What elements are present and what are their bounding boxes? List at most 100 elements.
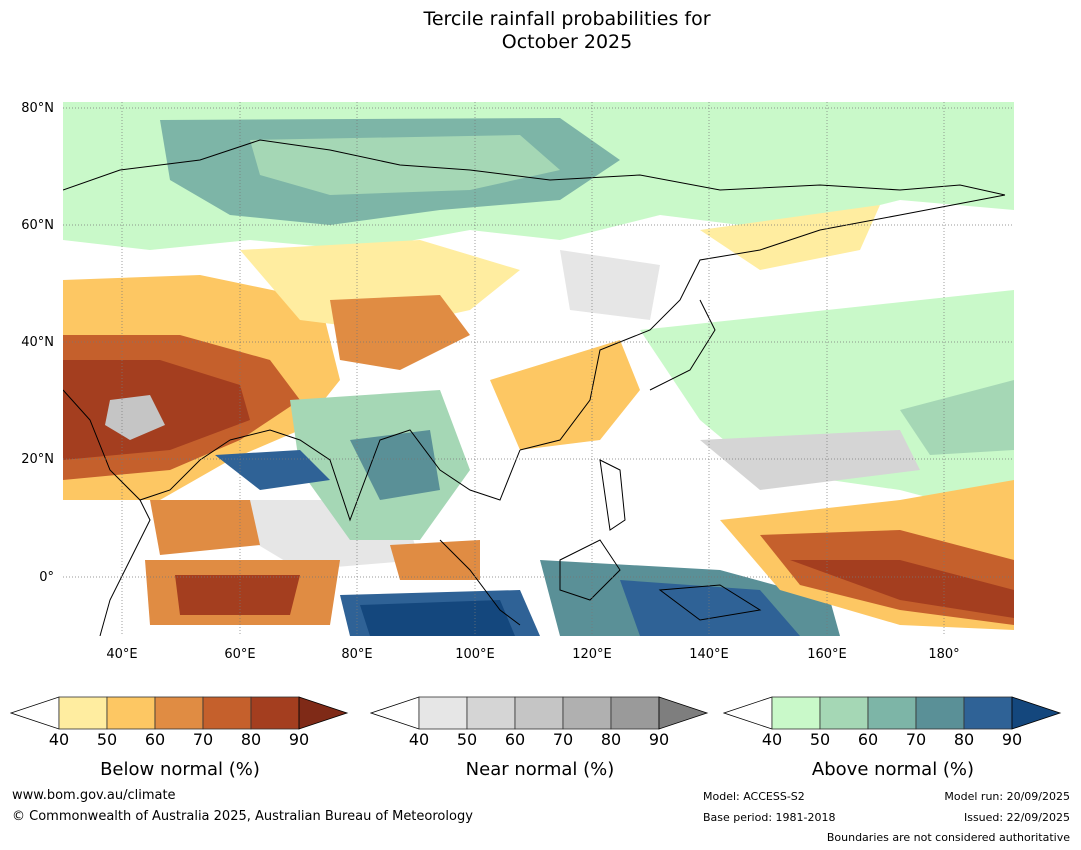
colorbar-near-ticks: 40 50 60 70 80 90 bbox=[370, 730, 710, 750]
title-line-1: Tercile rainfall probabilities for bbox=[423, 8, 711, 30]
colorbar-above-over bbox=[1011, 696, 1062, 730]
region-arabia-near bbox=[105, 395, 165, 440]
lon-label-160: 160°E bbox=[807, 647, 847, 662]
region-east-china-below bbox=[490, 340, 640, 450]
colorbar-below-tick: 80 bbox=[240, 730, 262, 749]
colorbar-below-bin-60 bbox=[154, 696, 204, 730]
region-pacific-near bbox=[700, 430, 920, 490]
region-pacific-below-80 bbox=[790, 560, 1014, 618]
colorbar-near-over bbox=[658, 696, 709, 730]
colorbar-below-tick: 40 bbox=[48, 730, 70, 749]
lon-label-140: 140°E bbox=[689, 647, 729, 662]
colorbar-above-bin-60 bbox=[867, 696, 917, 730]
colorbar-above-label: Above normal (%) bbox=[811, 759, 975, 780]
coastline-philippines bbox=[599, 459, 626, 531]
colorbar-near-bin-60 bbox=[514, 696, 564, 730]
colorbar-near-tick: 60 bbox=[504, 730, 526, 749]
colorbar-near-bin-80 bbox=[610, 696, 660, 730]
coastline-borneo bbox=[559, 539, 621, 601]
title-line-2: October 2025 bbox=[501, 31, 633, 53]
colorbar-below-bin-70 bbox=[202, 696, 252, 730]
region-indian-ocean-below-80 bbox=[175, 575, 300, 615]
colorbar-near-bin-70 bbox=[562, 696, 612, 730]
colorbar-below-tick: 70 bbox=[192, 730, 214, 749]
colorbar-near-tick: 70 bbox=[552, 730, 574, 749]
lon-label-120: 120°E bbox=[572, 647, 612, 662]
region-arabian-sea-above bbox=[215, 450, 330, 490]
region-bay-of-bengal-above bbox=[350, 430, 440, 500]
lat-label-40: 40°N bbox=[21, 335, 54, 350]
chart-title: Tercile rainfall probabilities for Octob… bbox=[0, 8, 1081, 54]
colorbar-above-normal: 40 50 60 70 80 90 Above normal (%) bbox=[723, 696, 1063, 786]
coastline-arctic bbox=[63, 139, 1006, 196]
coastline-africa bbox=[99, 499, 151, 636]
colorbar-below-bin-50 bbox=[106, 696, 156, 730]
colorbar-below-bin-40 bbox=[58, 696, 108, 730]
colorbar-above-tick: 80 bbox=[953, 730, 975, 749]
region-northeast-asia-below bbox=[700, 205, 880, 270]
colorbar-above-tick: 60 bbox=[857, 730, 879, 749]
colorbar-above-bin-80 bbox=[963, 696, 1013, 730]
lon-label-180: 180° bbox=[928, 647, 959, 662]
lon-label-100: 100°E bbox=[455, 647, 495, 662]
colorbar-above-bin-40 bbox=[771, 696, 821, 730]
colorbar-below-over bbox=[298, 696, 349, 730]
footer-model-run: Model run: 20/09/2025 bbox=[944, 790, 1070, 803]
coastline-south-asia bbox=[229, 429, 521, 522]
colorbar-above-bin-70 bbox=[915, 696, 965, 730]
footer-model: Model: ACCESS-S2 bbox=[703, 790, 805, 803]
colorbar-near-tick: 40 bbox=[408, 730, 430, 749]
coastline-japan bbox=[649, 299, 716, 391]
colorbar-near-tick: 50 bbox=[456, 730, 478, 749]
footer-url[interactable]: www.bom.gov.au/climate bbox=[12, 788, 176, 803]
colorbar-above-ticks: 40 50 60 70 80 90 bbox=[723, 730, 1063, 750]
lon-label-40: 40°E bbox=[106, 647, 137, 662]
colorbar-near-tick: 80 bbox=[600, 730, 622, 749]
colorbar-near-under bbox=[370, 696, 420, 730]
coastline-new-guinea bbox=[658, 584, 762, 621]
lon-label-80: 80°E bbox=[341, 647, 372, 662]
colorbar-near-label: Near normal (%) bbox=[465, 759, 615, 780]
colorbar-near-normal: 40 50 60 70 80 90 Near normal (%) bbox=[370, 696, 710, 786]
forecast-map: 80°N 60°N 40°N 20°N 0° 40°E 60°E 80°E 10… bbox=[21, 101, 1014, 662]
region-eastern-indian-ocean-above-90 bbox=[360, 600, 515, 636]
colorbar-near-bin-50 bbox=[466, 696, 516, 730]
colorbar-below-tick: 60 bbox=[144, 730, 166, 749]
colorbar-below-normal: 40 50 60 70 80 90 Below normal (%) bbox=[10, 696, 350, 786]
lat-label-20: 20°N bbox=[21, 452, 54, 467]
colorbar-below-swatches bbox=[10, 696, 349, 730]
footer-issued: Issued: 22/09/2025 bbox=[963, 811, 1070, 824]
colorbar-above-swatches bbox=[723, 696, 1062, 730]
footer-base-period: Base period: 1981-2018 bbox=[703, 811, 836, 824]
gridlines bbox=[63, 102, 1014, 636]
colorbar-below-tick: 90 bbox=[288, 730, 310, 749]
colorbar-above-tick: 90 bbox=[1001, 730, 1023, 749]
colorbar-above-under bbox=[723, 696, 773, 730]
lat-label-0: 0° bbox=[39, 570, 54, 585]
coastline-sumatra bbox=[439, 539, 521, 626]
colorbar-above-tick: 70 bbox=[905, 730, 927, 749]
colorbar-below-bin-80 bbox=[250, 696, 300, 730]
lon-label-60: 60°E bbox=[224, 647, 255, 662]
colorbar-near-tick: 90 bbox=[648, 730, 670, 749]
region-sumatra-below bbox=[390, 540, 480, 580]
colorbar-near-bin-40 bbox=[418, 696, 468, 730]
colorbar-below-under bbox=[10, 696, 60, 730]
colorbar-near-swatches bbox=[370, 696, 709, 730]
footer-copyright: © Commonwealth of Australia 2025, Austra… bbox=[12, 809, 473, 824]
colorbar-above-bin-50 bbox=[819, 696, 869, 730]
colorbar-below-tick: 50 bbox=[96, 730, 118, 749]
colorbar-above-tick: 50 bbox=[809, 730, 831, 749]
footer-disclaimer: Boundaries are not considered authoritat… bbox=[826, 831, 1070, 844]
region-pacific-above-50 bbox=[900, 380, 1014, 455]
coastlines bbox=[63, 139, 1006, 636]
region-mongolia-near bbox=[560, 250, 660, 320]
colorbar-below-label: Below normal (%) bbox=[100, 759, 260, 780]
lat-label-80: 80°N bbox=[21, 101, 54, 116]
region-central-asia-below bbox=[240, 240, 520, 330]
colorbar-below-ticks: 40 50 60 70 80 90 bbox=[10, 730, 350, 750]
region-somalia-below bbox=[150, 500, 260, 555]
lat-label-60: 60°N bbox=[21, 218, 54, 233]
colorbar-above-tick: 40 bbox=[761, 730, 783, 749]
region-central-asia-below-60 bbox=[330, 295, 470, 370]
